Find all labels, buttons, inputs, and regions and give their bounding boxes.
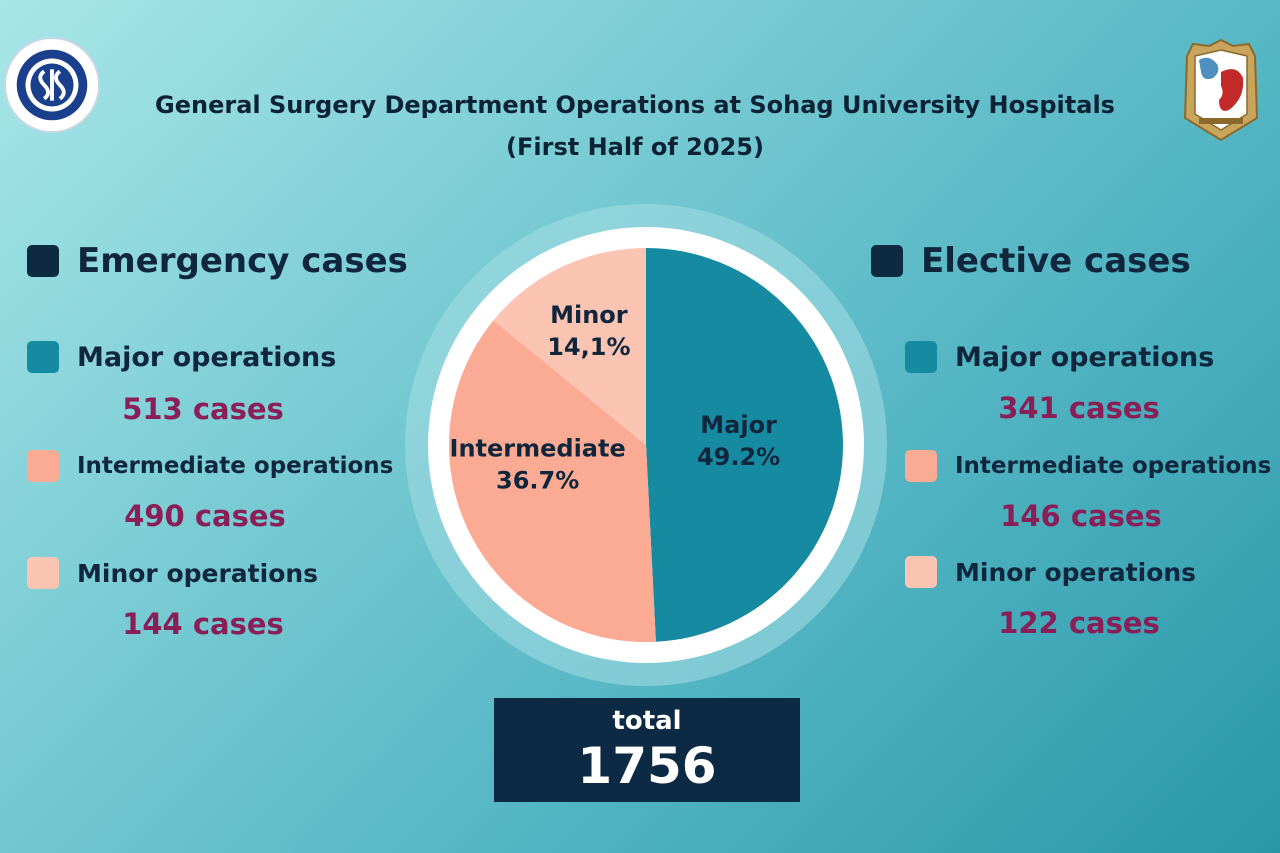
emergency-major-item: Major operations bbox=[27, 339, 336, 375]
heading-square-icon bbox=[871, 245, 903, 277]
elective-major-label: Major operations bbox=[955, 341, 1215, 373]
emergency-intermediate-cases: 490 cases bbox=[124, 499, 286, 533]
department-logo bbox=[3, 36, 101, 134]
minor-swatch-icon bbox=[905, 556, 937, 588]
elective-intermediate-item: Intermediate operations bbox=[905, 449, 1271, 483]
total-box: total 1756 bbox=[494, 698, 800, 802]
emergency-heading: Emergency cases bbox=[27, 238, 408, 284]
emergency-intermediate-label: Intermediate operations bbox=[77, 453, 394, 479]
elective-heading-label: Elective cases bbox=[921, 241, 1191, 281]
pie-slice-minor bbox=[493, 248, 646, 445]
minor-swatch-icon bbox=[27, 557, 59, 589]
emergency-intermediate-item: Intermediate operations bbox=[27, 449, 393, 483]
pie-label-major-value: 49.2% bbox=[697, 443, 780, 471]
pie-label-intermediate-value: 36.7% bbox=[496, 467, 579, 495]
elective-major-cases: 341 cases bbox=[998, 391, 1160, 425]
emergency-heading-label: Emergency cases bbox=[77, 241, 408, 281]
intermediate-swatch-icon bbox=[27, 450, 59, 482]
pie-label-major-name: Major bbox=[700, 411, 777, 439]
pie-chart: Major 49.2% Intermediate 36.7% Minor 14,1% bbox=[405, 204, 887, 686]
elective-minor-cases: 122 cases bbox=[998, 606, 1160, 640]
title-line-2: (First Half of 2025) bbox=[506, 133, 764, 161]
pie-label-minor-name: Minor bbox=[550, 301, 628, 329]
pie-slice-major bbox=[646, 248, 843, 642]
elective-minor-item: Minor operations bbox=[905, 555, 1196, 589]
pie-slice-intermediate bbox=[449, 320, 656, 642]
major-swatch-icon bbox=[27, 341, 59, 373]
total-label: total bbox=[612, 706, 682, 736]
major-swatch-icon bbox=[905, 341, 937, 373]
elective-major-item: Major operations bbox=[905, 339, 1214, 375]
intermediate-swatch-icon bbox=[905, 450, 937, 482]
emergency-minor-item: Minor operations bbox=[27, 556, 318, 590]
emergency-minor-label: Minor operations bbox=[77, 558, 319, 588]
elective-heading: Elective cases bbox=[871, 238, 1191, 284]
sohag-university-logo bbox=[1183, 38, 1259, 142]
pie-label-intermediate-name: Intermediate bbox=[450, 435, 626, 463]
pie-label-minor-value: 14,1% bbox=[547, 333, 630, 361]
title-line-1: General Surgery Department Operations at… bbox=[155, 91, 1115, 119]
heading-square-icon bbox=[27, 245, 59, 277]
emergency-major-cases: 513 cases bbox=[122, 392, 284, 426]
elective-minor-label: Minor operations bbox=[955, 557, 1197, 587]
elective-intermediate-cases: 146 cases bbox=[1000, 499, 1162, 533]
elective-intermediate-label: Intermediate operations bbox=[955, 453, 1272, 479]
total-value: 1756 bbox=[577, 737, 717, 795]
emergency-major-label: Major operations bbox=[77, 341, 337, 373]
emergency-minor-cases: 144 cases bbox=[122, 607, 284, 641]
page-title: General Surgery Department Operations at… bbox=[80, 84, 1190, 168]
